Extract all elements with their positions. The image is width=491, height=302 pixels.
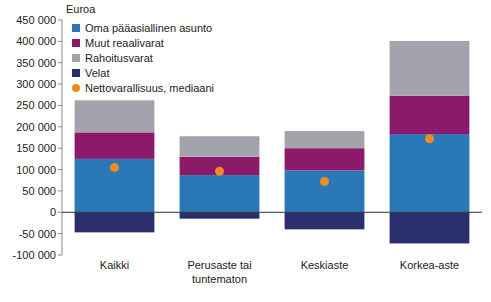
y-tick-label: 350 000 [16, 57, 56, 69]
bar [75, 132, 155, 158]
y-tick [58, 255, 62, 256]
legend-swatch [72, 84, 80, 92]
y-tick [58, 105, 62, 106]
y-tick [58, 20, 62, 21]
bar [285, 131, 365, 148]
median-point [425, 134, 434, 143]
y-tick [58, 233, 62, 234]
bar [180, 136, 260, 157]
legend-swatch [72, 24, 80, 32]
points [110, 134, 434, 186]
x-tick-label-line: Perusaste tai [187, 259, 251, 271]
bar [390, 96, 470, 134]
y-tick-label: 150 000 [16, 142, 56, 154]
legend-label: Oma pääasiallinen asunto [85, 22, 212, 34]
y-tick [58, 169, 62, 170]
y-tick-label: -100 000 [13, 249, 56, 261]
bar [390, 41, 470, 96]
y-tick [58, 84, 62, 85]
marks [75, 41, 470, 244]
x-tick-label: Kaikki [100, 259, 129, 271]
bar [285, 212, 365, 229]
y-tick [58, 190, 62, 191]
median-point [110, 163, 119, 172]
bar [390, 212, 470, 243]
y-axis [62, 20, 63, 255]
legend-label: Rahoitusvarat [85, 52, 153, 64]
y-label: Euroa [66, 3, 96, 15]
bar [75, 212, 155, 232]
y-tick-label: 50 000 [22, 185, 56, 197]
legend-label: Velat [85, 67, 109, 79]
bar [390, 134, 470, 212]
y-tick-label: 300 000 [16, 78, 56, 90]
legend-swatch [72, 69, 80, 77]
bar [180, 157, 260, 175]
legend-label: Muut reaalivarat [85, 37, 164, 49]
legend-swatch [72, 54, 80, 62]
y-tick [58, 148, 62, 149]
x-tick-label: Korkea-aste [400, 259, 459, 271]
x-tick-label: Keskiaste [301, 259, 349, 271]
bar [180, 212, 260, 218]
y-tick-label: 250 000 [16, 99, 56, 111]
bar [75, 159, 155, 212]
y-tick [58, 41, 62, 42]
y-tick [58, 62, 62, 63]
bar [285, 170, 365, 212]
legend-swatch [72, 39, 80, 47]
bar [180, 175, 260, 212]
y-tick-label: 200 000 [16, 121, 56, 133]
x-tick-label-line: tuntematon [192, 273, 247, 285]
x-tick-label-line: Kaikki [100, 259, 129, 271]
y-tick-label: -50 000 [19, 228, 56, 240]
y-tick-label: 450 000 [16, 14, 56, 26]
zero-line [62, 212, 482, 213]
y-tick [58, 212, 62, 213]
legend-label: Nettovarallisuus, mediaani [85, 82, 214, 94]
median-point [320, 177, 329, 186]
chart: Euroa -100 000 -50 000 0 50 000 100 000 150 00… [0, 0, 491, 302]
x-tick-label-line: Korkea-aste [400, 259, 459, 271]
x-tick-label-line: Keskiaste [301, 259, 349, 271]
y-tick-label: 0 [50, 206, 56, 218]
bar [75, 100, 155, 132]
bar [285, 148, 365, 170]
x-tick-label: Perusaste tai tuntematon [187, 259, 251, 285]
y-tick [58, 126, 62, 127]
median-point [215, 167, 224, 176]
y-tick-label: 400 000 [16, 35, 56, 47]
y-tick-label: 100 000 [16, 164, 56, 176]
